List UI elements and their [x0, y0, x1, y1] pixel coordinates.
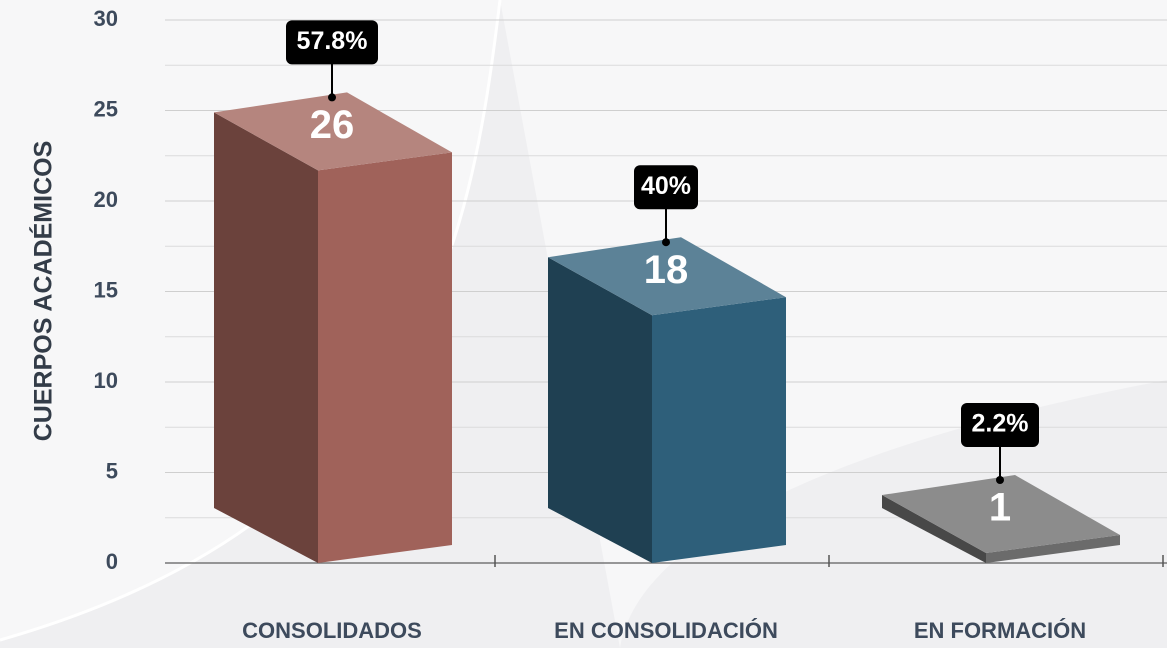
share-box	[961, 403, 1039, 447]
y-tick-label: 0	[106, 549, 118, 574]
y-tick-label: 25	[94, 96, 118, 121]
x-tick-label: EN CONSOLIDACIÓN	[554, 618, 778, 643]
y-tick-label: 15	[94, 277, 118, 302]
bar	[652, 297, 786, 563]
bar	[318, 152, 452, 563]
callout-dot	[662, 238, 670, 247]
bar-side	[548, 257, 652, 563]
y-tick-label: 10	[94, 368, 118, 393]
x-tick-label: CONSOLIDADOS	[242, 618, 422, 643]
data-label: 26	[310, 103, 355, 147]
data-label: 18	[644, 248, 689, 292]
callout-dot	[328, 93, 336, 102]
y-tick-label: 30	[94, 6, 118, 31]
share-box	[286, 20, 378, 65]
bar-side	[882, 495, 986, 563]
share-label: 2.2%	[972, 410, 1029, 438]
callout-dot	[996, 476, 1004, 484]
y-axis-title: CUERPOS ACADÉMICOS	[29, 141, 58, 442]
x-tick-label: EN FORMACIÓN	[914, 618, 1086, 643]
share-label: 57.8%	[297, 27, 368, 55]
y-tick-label: 20	[94, 187, 118, 212]
bar-top	[548, 237, 786, 316]
plot: 26 57.8% 18 40% 1 2.2%	[214, 20, 1120, 564]
data-label: 1	[989, 486, 1011, 530]
bar-top	[882, 475, 1120, 553]
bar-top	[214, 92, 452, 171]
bar-side	[214, 112, 318, 564]
y-tick-label: 5	[106, 458, 118, 483]
share-label: 40%	[641, 172, 691, 200]
share-box	[634, 165, 698, 210]
bar	[986, 535, 1120, 563]
